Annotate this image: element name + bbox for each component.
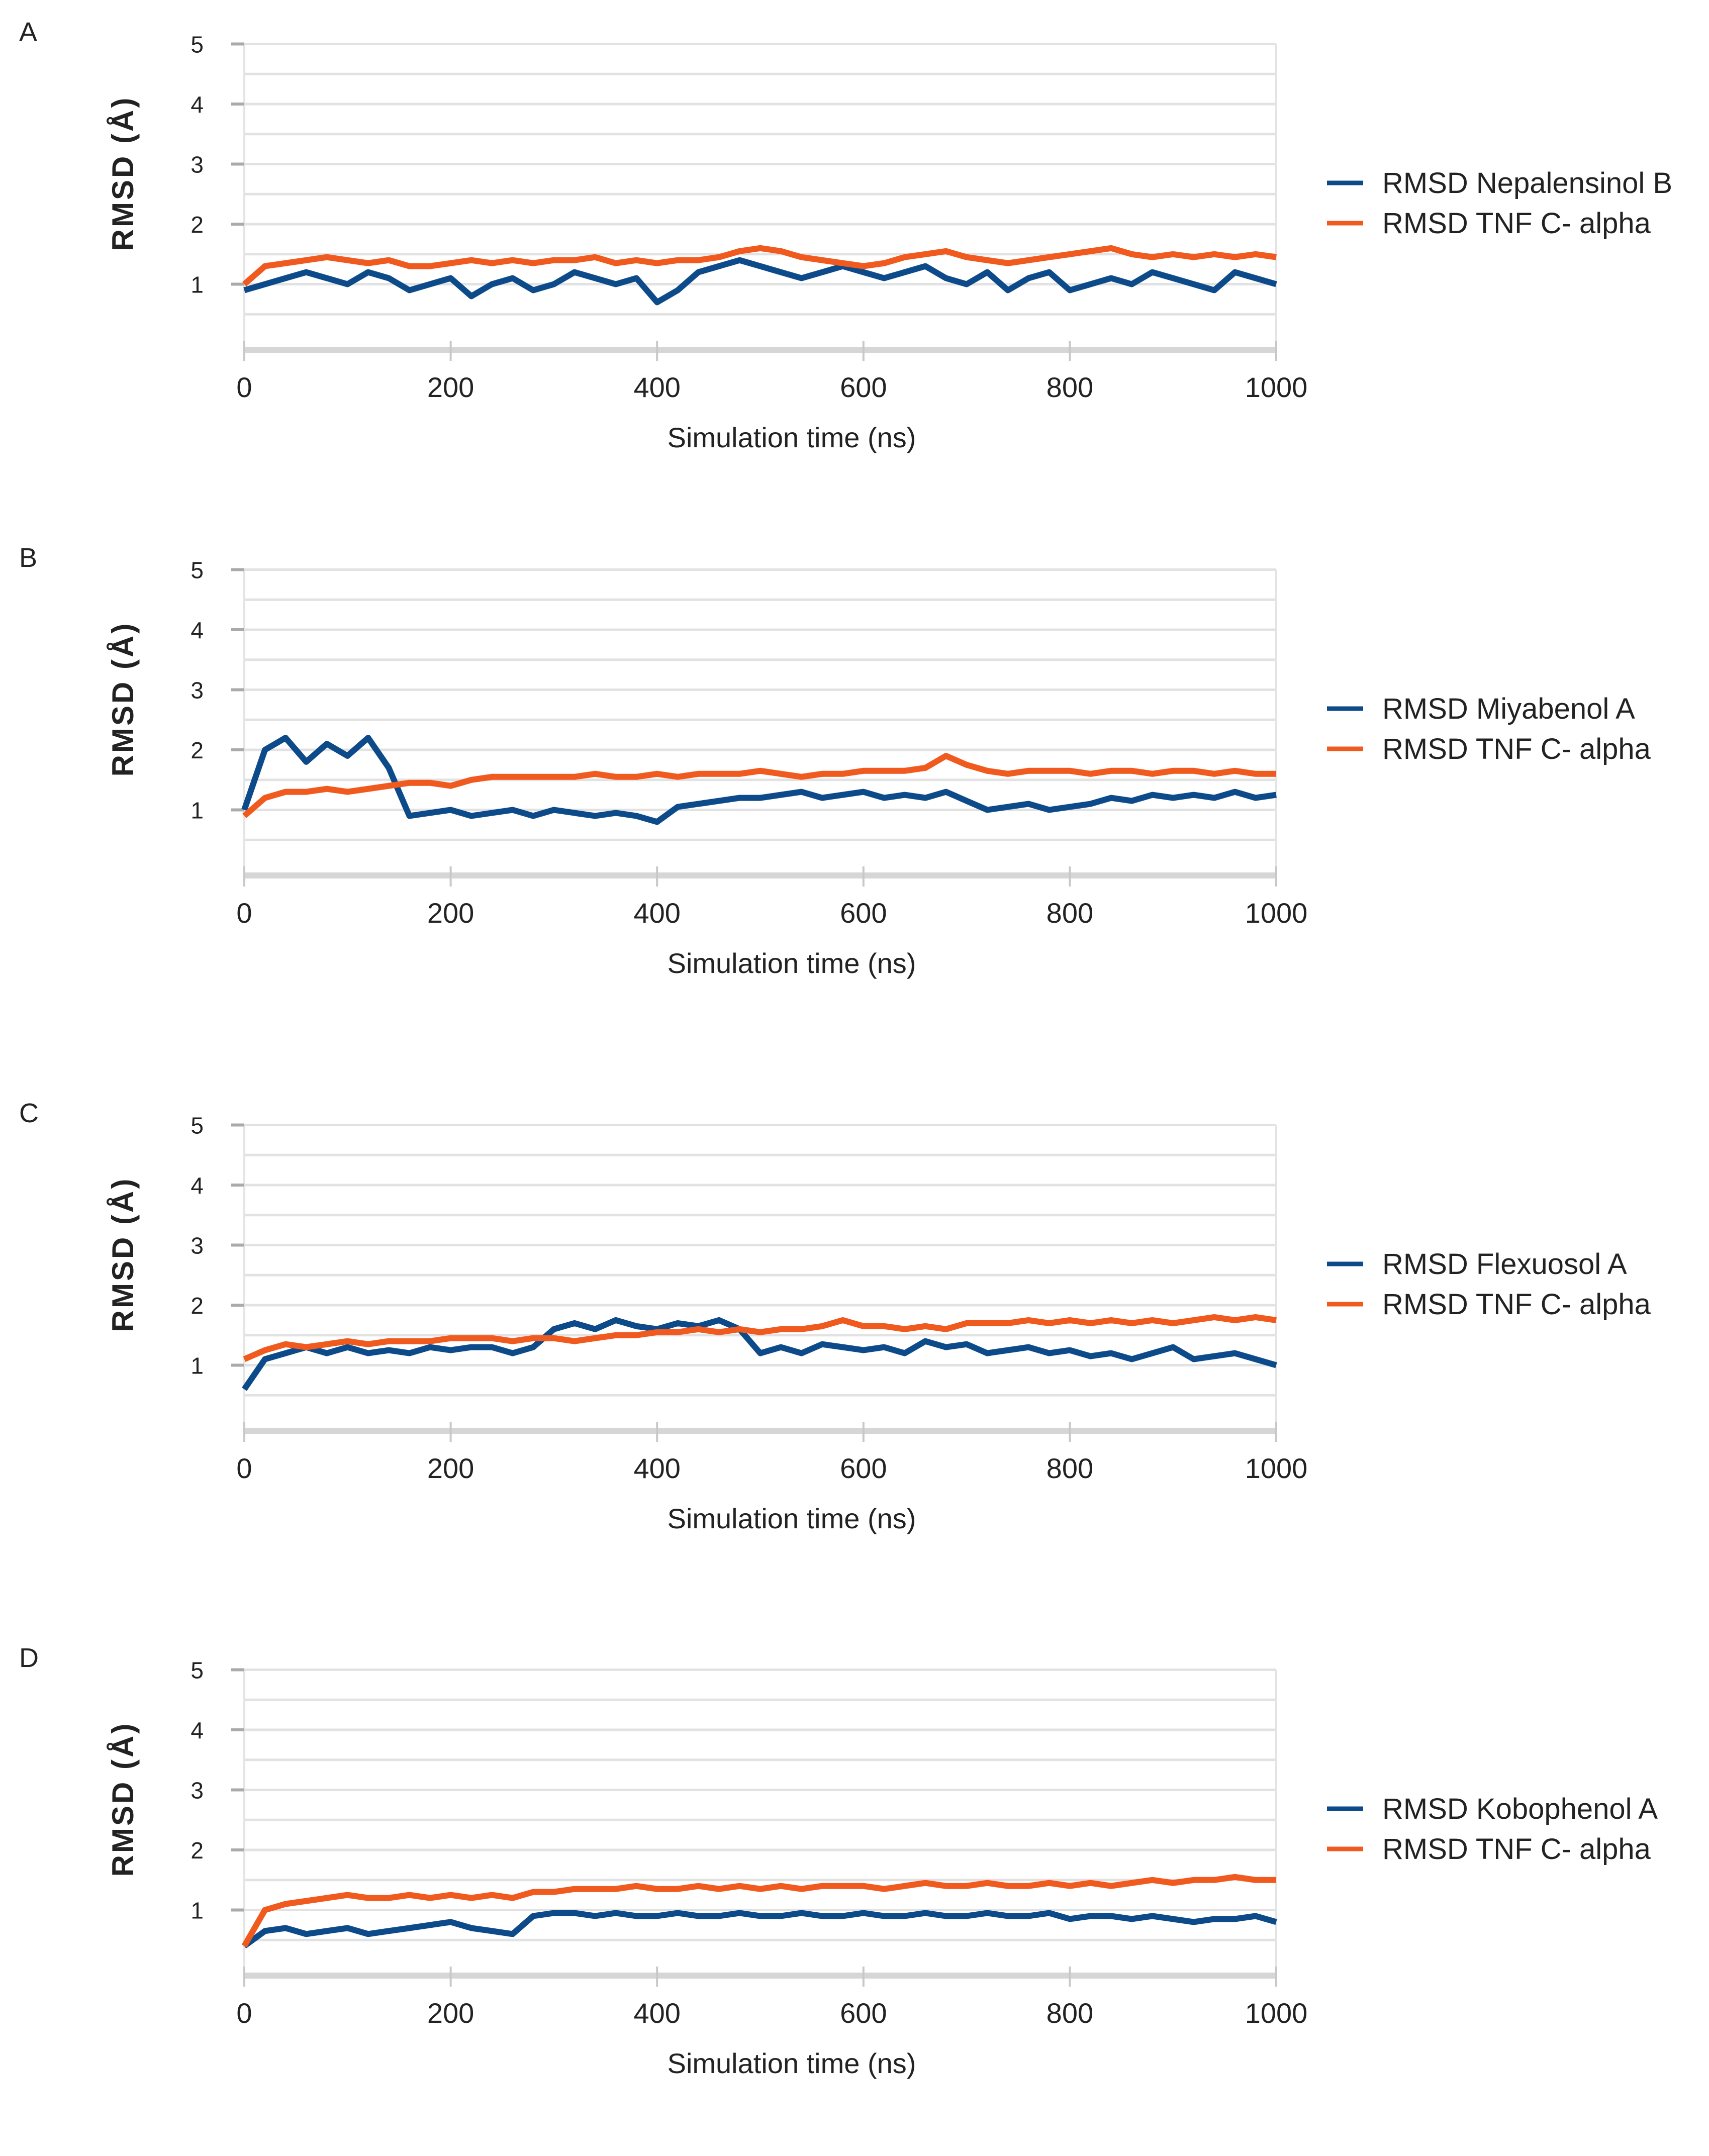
series-line-compound bbox=[242, 1910, 1277, 1949]
y-tick-label: 1 bbox=[191, 1353, 204, 1379]
y-tick-label: 2 bbox=[191, 1293, 204, 1319]
x-axis-line bbox=[244, 347, 1276, 353]
series-line-compound bbox=[243, 257, 1277, 306]
y-tick-label: 5 bbox=[191, 557, 204, 583]
panel-d: D 1 2 3 4 5 0 200 400 600 800 1000 Simulation time (… bbox=[0, 1626, 1709, 2153]
panel-label: A bbox=[19, 17, 37, 47]
y-tick-label: 3 bbox=[191, 1233, 204, 1259]
y-tick-label: 4 bbox=[191, 1172, 204, 1199]
x-tick-label: 400 bbox=[633, 1997, 680, 2029]
y-axis-title: RMSD (Å) bbox=[106, 96, 140, 251]
series-line-compound bbox=[242, 1317, 1277, 1391]
y-tick-label: 5 bbox=[191, 1113, 204, 1139]
y-tick-label: 3 bbox=[191, 1778, 204, 1804]
x-tick-label: 800 bbox=[1047, 1452, 1093, 1484]
x-tick-label: 0 bbox=[236, 1452, 252, 1484]
legend-label: RMSD TNF C- alpha bbox=[1382, 1288, 1651, 1321]
x-tick-label: 0 bbox=[236, 1997, 252, 2029]
panel-c: C 1 2 3 4 5 0 200 400 600 800 1000 Simulation time (… bbox=[0, 1081, 1709, 1609]
series-line-tnf-c-alpha bbox=[242, 753, 1276, 819]
x-tick-label: 400 bbox=[633, 1452, 680, 1484]
x-tick-label: 800 bbox=[1047, 371, 1093, 403]
y-tick-label: 1 bbox=[191, 272, 204, 298]
legend-label: RMSD Kobophenol A bbox=[1382, 1793, 1658, 1825]
panel-label: D bbox=[19, 1643, 39, 1673]
panel-a: A 1 2 3 4 5 0 200 400 600 800 1000 Simulation time (… bbox=[0, 0, 1709, 528]
series-line-tnf-c-alpha bbox=[241, 1874, 1276, 1948]
y-tick-label: 4 bbox=[191, 1717, 204, 1743]
y-tick-label: 2 bbox=[191, 212, 204, 238]
panel-b: B 1 2 3 4 5 0 200 400 600 800 1000 Simulation time (… bbox=[0, 526, 1709, 1053]
y-axis-title: RMSD (Å) bbox=[106, 1722, 140, 1877]
x-tick-label: 600 bbox=[840, 1997, 887, 2029]
x-axis-title: Simulation time (ns) bbox=[668, 947, 916, 979]
x-tick-label: 1000 bbox=[1245, 371, 1308, 403]
x-axis-line bbox=[244, 1428, 1276, 1434]
y-tick-label: 4 bbox=[191, 91, 204, 118]
y-axis-title: RMSD (Å) bbox=[106, 622, 140, 777]
x-tick-label: 400 bbox=[633, 371, 680, 403]
x-tick-label: 600 bbox=[840, 1452, 887, 1484]
x-axis-line bbox=[244, 1973, 1276, 1979]
rmsd-chart-b: B 1 2 3 4 5 0 200 400 600 800 1000 Simulation time (… bbox=[19, 543, 1651, 979]
legend-label: RMSD TNF C- alpha bbox=[1382, 207, 1651, 240]
y-axis-title: RMSD (Å) bbox=[106, 1177, 140, 1332]
x-axis-title: Simulation time (ns) bbox=[668, 1503, 916, 1534]
y-tick-label: 5 bbox=[191, 1657, 204, 1684]
x-axis-title: Simulation time (ns) bbox=[668, 422, 916, 453]
y-tick-label: 2 bbox=[191, 737, 204, 763]
rmsd-chart-d: D 1 2 3 4 5 0 200 400 600 800 1000 Simulation time (… bbox=[19, 1643, 1658, 2079]
panel-label: C bbox=[19, 1098, 39, 1128]
y-tick-label: 4 bbox=[191, 617, 204, 643]
y-tick-label: 5 bbox=[191, 32, 204, 58]
panel-label: B bbox=[19, 543, 37, 573]
rmsd-chart-a: A 1 2 3 4 5 0 200 400 600 800 1000 Simulation time (… bbox=[19, 17, 1672, 453]
series-line-tnf-c-alpha bbox=[242, 245, 1277, 287]
y-tick-label: 1 bbox=[191, 798, 204, 824]
series-line-tnf-c-alpha bbox=[243, 1314, 1277, 1362]
x-tick-label: 1000 bbox=[1245, 897, 1308, 929]
x-tick-label: 0 bbox=[236, 371, 252, 403]
legend-label: RMSD Flexuosol A bbox=[1382, 1248, 1627, 1281]
y-tick-label: 1 bbox=[191, 1898, 204, 1924]
x-tick-label: 600 bbox=[840, 371, 887, 403]
x-tick-label: 1000 bbox=[1245, 1452, 1308, 1484]
x-tick-label: 200 bbox=[427, 1452, 474, 1484]
x-tick-label: 0 bbox=[236, 897, 252, 929]
x-tick-label: 200 bbox=[427, 1997, 474, 2029]
x-tick-label: 1000 bbox=[1245, 1997, 1308, 2029]
x-tick-label: 200 bbox=[427, 897, 474, 929]
legend-label: RMSD TNF C- alpha bbox=[1382, 1833, 1651, 1866]
x-tick-label: 800 bbox=[1047, 1997, 1093, 2029]
x-axis-title: Simulation time (ns) bbox=[668, 2047, 916, 2079]
legend-label: RMSD TNF C- alpha bbox=[1382, 733, 1651, 765]
x-tick-label: 400 bbox=[633, 897, 680, 929]
series-line-compound bbox=[241, 735, 1277, 825]
y-tick-label: 2 bbox=[191, 1837, 204, 1864]
x-tick-label: 200 bbox=[427, 371, 474, 403]
rmsd-chart-c: C 1 2 3 4 5 0 200 400 600 800 1000 Simulation time (… bbox=[19, 1098, 1651, 1534]
y-tick-label: 3 bbox=[191, 152, 204, 178]
x-tick-label: 800 bbox=[1047, 897, 1093, 929]
legend-label: RMSD Miyabenol A bbox=[1382, 693, 1635, 725]
x-tick-label: 600 bbox=[840, 897, 887, 929]
x-axis-line bbox=[244, 872, 1276, 878]
legend-label: RMSD Nepalensinol B bbox=[1382, 167, 1672, 200]
y-tick-label: 3 bbox=[191, 677, 204, 704]
